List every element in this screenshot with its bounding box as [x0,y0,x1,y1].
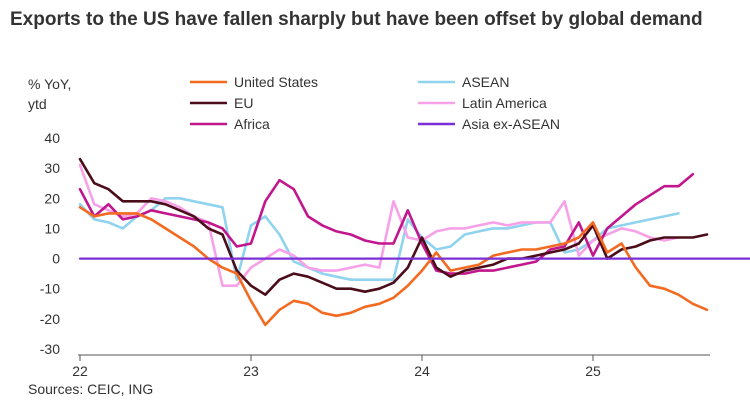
y-tick-label: -30 [40,341,60,357]
series-line-united-states [78,206,709,327]
legend-label-africa: Africa [234,116,270,132]
x-tick-label: 24 [414,363,430,379]
legend-label-asia-ex-asean: Asia ex-ASEAN [462,116,560,132]
y-axis-label: % YoY, ytd [28,74,71,114]
legend-label-asean: ASEAN [462,74,509,90]
y-tick-label: 0 [52,251,60,267]
y-axis-label-line1: % YoY, [28,76,72,92]
chart-title: Exports to the US have fallen sharply bu… [10,9,703,30]
y-tick-label: 20 [44,190,60,206]
x-tick-label: 23 [243,363,259,379]
y-tick-label: 40 [44,130,60,146]
legend-label-latin-america: Latin America [462,95,547,111]
legend-label-eu: EU [234,95,253,111]
series-line-eu [78,157,709,296]
series-line-africa [78,172,695,275]
y-axis-label-line2: ytd [28,96,47,112]
y-tick-label: 10 [44,220,60,236]
source-note: Sources: CEIC, ING [28,381,154,397]
y-tick-label: 30 [44,160,60,176]
legend-label-united-states: United States [234,74,318,90]
x-tick-label: 22 [72,363,88,379]
x-tick-label: 25 [585,363,601,379]
series-line-latin-america [78,163,680,287]
series-line-asean [78,197,680,281]
y-tick-label: -10 [40,281,60,297]
y-tick-label: -20 [40,311,60,327]
